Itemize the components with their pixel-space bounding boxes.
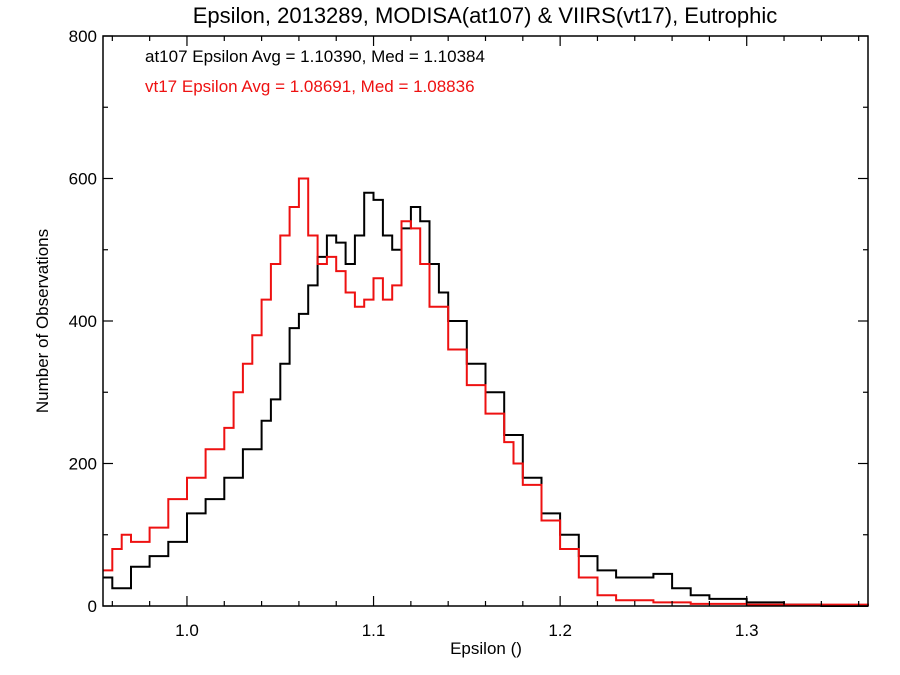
y-tick-label: 400 [69, 312, 97, 331]
x-tick-label: 1.2 [548, 621, 572, 640]
x-tick-label: 1.3 [735, 621, 759, 640]
x-tick-label: 1.0 [175, 621, 199, 640]
annotation-vt17-stats: vt17 Epsilon Avg = 1.08691, Med = 1.0883… [145, 77, 475, 96]
y-tick-label: 0 [88, 597, 97, 616]
y-tick-label: 800 [69, 27, 97, 46]
x-tick-label: 1.1 [362, 621, 386, 640]
y-axis: 0 200 400 600 800 [69, 27, 868, 616]
x-axis-label: Epsilon () [450, 639, 522, 658]
annotation-at107-stats: at107 Epsilon Avg = 1.10390, Med = 1.103… [145, 47, 485, 66]
y-tick-label: 600 [69, 170, 97, 189]
y-axis-label: Number of Observations [33, 229, 52, 413]
plot-frame [102, 35, 869, 607]
y-tick-label: 200 [69, 455, 97, 474]
x-axis: 1.0 1.1 1.2 1.3 [111, 36, 860, 640]
series-line-vt17 [103, 177, 869, 606]
series-layer [103, 177, 869, 607]
series-line-at107 [103, 191, 868, 607]
chart-title: Epsilon, 2013289, MODISA(at107) & VIIRS(… [193, 3, 778, 28]
